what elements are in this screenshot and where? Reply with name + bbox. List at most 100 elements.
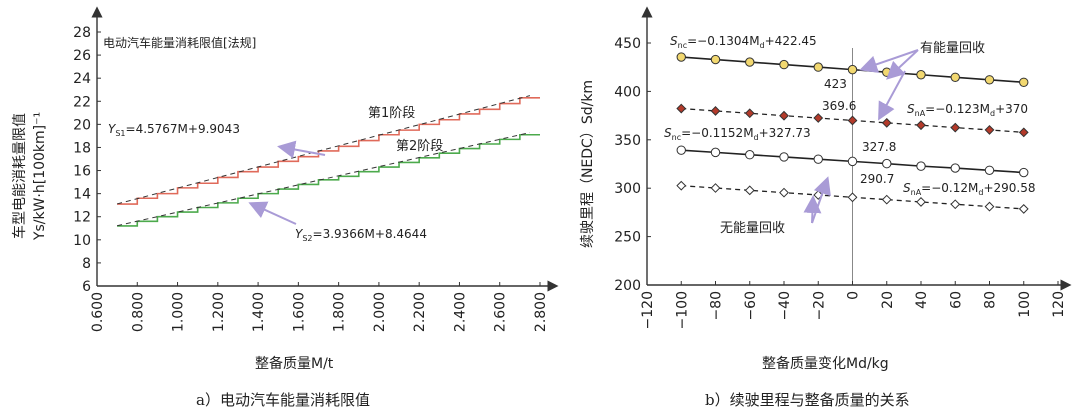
series-1-point <box>779 59 789 70</box>
chart-a-x-tick-group: 2.800 <box>533 292 549 332</box>
series-2-point <box>710 106 721 116</box>
chart-b-x-tick-label: 40 <box>914 291 930 309</box>
stage2-arrow <box>248 201 297 225</box>
value-369-6: 369.6 <box>822 99 856 113</box>
stage1-label: 第1阶段 <box>368 106 415 121</box>
label-without-recovery: 无能量回收 <box>720 221 785 236</box>
series-2-point <box>744 108 755 119</box>
chart-b-x-tick-group: −80 <box>709 291 725 321</box>
recovery-arrow-2 <box>886 49 919 80</box>
chart-a-y-tick-label: 6 <box>82 279 91 295</box>
series-4-point <box>676 180 687 191</box>
chart-b-x-tick-label: 20 <box>880 291 896 309</box>
chart-a-x-tick-label: 1.400 <box>251 292 267 332</box>
series-4-point <box>916 197 926 207</box>
chart-a-title: 电动汽车能量消耗限值[法规] <box>103 35 256 50</box>
series-3-point <box>916 161 926 171</box>
recovery-arrow-1 <box>859 49 919 73</box>
chart-a-x-tick-group: 1.600 <box>291 292 307 332</box>
chart-a-y-tick-label: 20 <box>73 117 91 133</box>
chart-a-x-tick-label: 1.800 <box>332 292 348 332</box>
chart-b-x-tick-group: 60 <box>948 291 964 309</box>
chart-a-x-tick-label: 2.000 <box>372 292 388 332</box>
chart-a-y-label-line1: 车型电能消耗量限值 <box>11 113 28 239</box>
series-1-point <box>676 52 686 62</box>
chart-a-x-tick-label: 2.400 <box>452 292 468 332</box>
chart-b-x-tick-group: −20 <box>811 291 827 321</box>
chart-a-x-tick-group: 2.200 <box>412 292 428 332</box>
equation-snc-recovery: Snc=−0.1304Md+422.45 <box>670 34 817 50</box>
series-1-point <box>984 75 995 85</box>
chart-a-x-tick-group: 0.600 <box>90 292 106 332</box>
chart-a-x-tick-label: 0.800 <box>130 292 146 332</box>
series-3-point <box>710 147 721 158</box>
chart-b-x-tick-group: −120 <box>640 291 656 329</box>
caption-a: a）电动汽车能量消耗限值 <box>196 391 370 409</box>
chart-b-y-tick-label: 400 <box>614 84 641 100</box>
chart-b-x-tick-group: 120 <box>1051 291 1067 318</box>
chart-a-x-tick-group: 0.800 <box>130 292 146 332</box>
series-4-point <box>1018 204 1029 214</box>
chart-b-x-tick-label: −100 <box>674 291 690 329</box>
chart-a-x-tick-group: 1.200 <box>211 292 227 332</box>
chart-b-x-tick-label: 100 <box>1017 291 1033 318</box>
chart-a-x-tick-label: 2.600 <box>493 292 509 332</box>
chart-a-y-tick-label: 26 <box>73 48 91 64</box>
chart-b-x-tick-label: 60 <box>948 291 964 309</box>
value-290-7: 290.7 <box>860 172 894 186</box>
chart-b-x-tick-group: −60 <box>743 291 759 321</box>
chart-b-x-tick-label: 120 <box>1051 291 1067 318</box>
series-3-point <box>745 150 755 160</box>
equation-ys1: YS1=4.5767M+9.9043 <box>108 122 240 138</box>
series-1-point <box>1019 77 1029 88</box>
chart-b-x-tick-label: −40 <box>777 291 793 321</box>
series-3-point <box>813 154 823 164</box>
stage1-fit-line <box>117 95 531 205</box>
chart-b-x-tick-label: −60 <box>743 291 759 321</box>
chart-a-x-tick-label: 1.200 <box>211 292 227 332</box>
stage1-arrow <box>277 140 326 159</box>
stage2-step-line <box>117 133 540 227</box>
chart-a-y-tick-label: 10 <box>73 233 91 249</box>
chart-a-x-tick-group: 1.800 <box>332 292 348 332</box>
series-4-point <box>779 187 789 198</box>
series-4-point <box>847 192 858 203</box>
chart-a-y-ticks: 6 8 10 12 14 16 18 20 22 24 26 28 <box>73 25 101 295</box>
value-327-8: 327.8 <box>862 140 896 154</box>
chart-a-y-tick-label: 18 <box>73 140 91 156</box>
series-2-point <box>813 113 824 123</box>
series-1-point <box>950 72 960 82</box>
chart-b-axes <box>641 6 1072 291</box>
chart-a-x-tick-group: 2.000 <box>372 292 388 332</box>
series-2-point <box>1018 127 1029 138</box>
stage2-label: 第2阶段 <box>396 139 443 154</box>
equation-sna-recovery: SnA=−0.123Md+370 <box>907 102 1028 118</box>
series-2-point <box>847 115 858 126</box>
chart-b-x-label: 整备质量变化Md/kg <box>762 355 889 372</box>
chart-b-x-tick-group: −40 <box>777 291 793 321</box>
chart-a-x-tick-group: 2.400 <box>452 292 468 332</box>
chart-b-x-tick-label: 80 <box>983 291 999 309</box>
chart-b-y-label: 续驶里程（NEDC）Sd/km <box>579 80 596 248</box>
chart-a-y-tick-label: 14 <box>73 187 91 203</box>
no-recovery-arrow-1 <box>811 176 831 224</box>
series-1-point <box>847 64 858 75</box>
chart-a-y-tick-label: 28 <box>73 25 91 41</box>
chart-a: 6 8 10 12 14 16 18 20 22 24 26 28 0.600 0.800 1.000 1.… <box>11 6 559 372</box>
chart-a-y-tick-label: 8 <box>82 256 91 272</box>
series-4-point <box>744 185 755 196</box>
chart-a-y-tick-label: 16 <box>73 164 91 180</box>
chart-b-x-tick-group: 0 <box>846 291 862 300</box>
series-2-point <box>950 122 961 133</box>
series-3-point <box>1019 167 1029 178</box>
caption-b: b）续驶里程与整备质量的关系 <box>705 391 910 409</box>
chart-b-x-tick-label: −120 <box>640 291 656 329</box>
chart-b-y-tick-label: 250 <box>614 230 641 246</box>
chart-a-x-tick-label: 2.200 <box>412 292 428 332</box>
chart-a-x-tick-label: 1.000 <box>171 292 187 332</box>
chart-a-x-label: 整备质量M/t <box>255 355 334 372</box>
chart-a-x-tick-label: 2.800 <box>533 292 549 332</box>
stage2-fit-line <box>117 132 531 227</box>
chart-a-x-ticks: 0.600 0.800 1.000 1.200 1.400 1.600 1.800 2.000… <box>90 282 549 332</box>
